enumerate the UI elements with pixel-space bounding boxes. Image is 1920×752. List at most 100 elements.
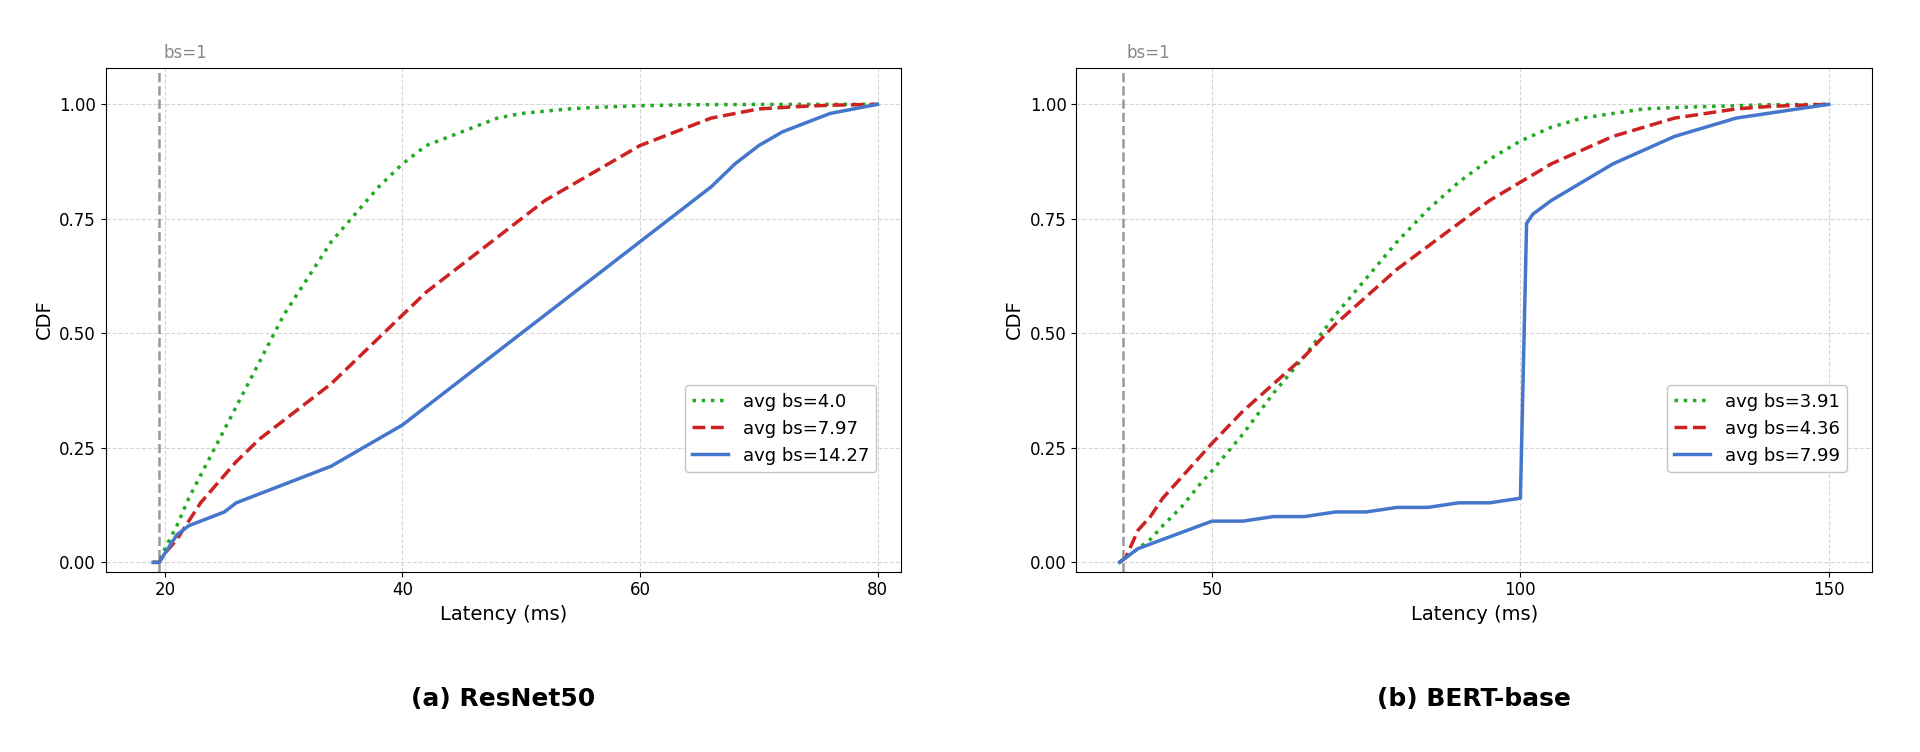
avg bs=14.27	[148, 558, 171, 567]
avg bs=7.97	[843, 100, 866, 109]
avg bs=3.91	[1108, 558, 1131, 567]
avg bs=7.97	[296, 398, 319, 407]
avg bs=3.91	[1188, 480, 1212, 489]
avg bs=14.27	[866, 100, 889, 109]
avg bs=4.0	[747, 100, 770, 109]
avg bs=4.0	[486, 114, 509, 123]
avg bs=4.36	[1818, 100, 1841, 109]
avg bs=4.0	[296, 274, 319, 283]
avg bs=3.91	[1169, 503, 1192, 512]
avg bs=7.97	[225, 457, 248, 466]
avg bs=7.97	[273, 416, 296, 425]
avg bs=4.36	[1231, 407, 1254, 416]
avg bs=3.91	[1786, 100, 1809, 109]
avg bs=14.27	[747, 141, 770, 150]
avg bs=4.36	[1200, 438, 1223, 447]
avg bs=7.97	[628, 141, 651, 150]
avg bs=7.99	[1188, 521, 1212, 530]
avg bs=4.0	[866, 100, 889, 109]
avg bs=4.0	[248, 356, 271, 365]
avg bs=7.97	[582, 168, 605, 177]
avg bs=14.27	[165, 530, 188, 539]
avg bs=14.27	[699, 182, 722, 191]
avg bs=7.99	[1261, 512, 1284, 521]
avg bs=4.36	[1119, 539, 1142, 548]
avg bs=7.99	[1521, 210, 1544, 219]
avg bs=4.0	[699, 100, 722, 109]
avg bs=3.91	[1663, 103, 1686, 112]
Line: avg bs=3.91: avg bs=3.91	[1119, 105, 1830, 562]
avg bs=3.91	[1292, 352, 1315, 361]
avg bs=7.99	[1175, 526, 1198, 535]
avg bs=4.0	[165, 521, 188, 530]
avg bs=4.36	[1175, 466, 1198, 475]
avg bs=7.99	[1755, 109, 1778, 118]
avg bs=7.99	[1448, 499, 1471, 508]
avg bs=14.27	[273, 480, 296, 489]
Line: avg bs=4.0: avg bs=4.0	[154, 105, 877, 562]
avg bs=4.36	[1755, 102, 1778, 111]
avg bs=14.27	[202, 512, 225, 521]
avg bs=4.0	[772, 100, 795, 109]
avg bs=7.97	[165, 535, 188, 544]
avg bs=14.27	[142, 558, 165, 567]
Text: bs=1: bs=1	[163, 44, 207, 62]
avg bs=14.27	[605, 256, 628, 265]
avg bs=4.36	[1188, 453, 1212, 462]
avg bs=4.36	[1786, 101, 1809, 110]
avg bs=4.0	[605, 102, 628, 111]
avg bs=7.99	[1292, 512, 1315, 521]
avg bs=7.97	[321, 379, 344, 388]
avg bs=7.99	[1515, 219, 1538, 228]
avg bs=7.99	[1632, 146, 1655, 155]
avg bs=3.91	[1818, 100, 1841, 109]
avg bs=14.27	[463, 365, 486, 374]
Legend: avg bs=4.0, avg bs=7.97, avg bs=14.27: avg bs=4.0, avg bs=7.97, avg bs=14.27	[685, 385, 876, 472]
avg bs=7.97	[795, 102, 818, 111]
X-axis label: Latency (ms): Latency (ms)	[440, 605, 566, 624]
avg bs=7.97	[509, 214, 532, 223]
avg bs=3.91	[1601, 109, 1624, 118]
Y-axis label: CDF: CDF	[1006, 300, 1023, 339]
avg bs=7.97	[213, 471, 236, 480]
avg bs=7.99	[1818, 100, 1841, 109]
avg bs=7.99	[1164, 530, 1187, 539]
avg bs=4.36	[1114, 553, 1137, 562]
avg bs=4.0	[392, 159, 415, 168]
avg bs=14.27	[367, 434, 390, 443]
avg bs=7.97	[344, 356, 367, 365]
avg bs=7.99	[1663, 132, 1686, 141]
avg bs=3.91	[1724, 102, 1747, 111]
avg bs=4.0	[653, 101, 676, 110]
avg bs=7.99	[1108, 558, 1131, 567]
avg bs=7.99	[1786, 105, 1809, 114]
avg bs=3.91	[1693, 102, 1716, 111]
avg bs=4.36	[1108, 558, 1131, 567]
avg bs=3.91	[1509, 136, 1532, 145]
avg bs=4.36	[1724, 105, 1747, 114]
avg bs=7.97	[866, 100, 889, 109]
avg bs=14.27	[392, 420, 415, 429]
avg bs=14.27	[628, 237, 651, 246]
avg bs=4.36	[1164, 480, 1187, 489]
avg bs=4.0	[582, 103, 605, 112]
avg bs=7.99	[1509, 494, 1532, 503]
avg bs=7.99	[1325, 508, 1348, 517]
avg bs=14.27	[321, 462, 344, 471]
Legend: avg bs=3.91, avg bs=4.36, avg bs=7.99: avg bs=3.91, avg bs=4.36, avg bs=7.99	[1667, 385, 1847, 472]
avg bs=4.0	[628, 102, 651, 111]
avg bs=7.97	[557, 182, 580, 191]
avg bs=3.91	[1127, 544, 1150, 553]
Line: avg bs=7.99: avg bs=7.99	[1119, 105, 1830, 562]
Text: bs=1: bs=1	[1127, 44, 1171, 62]
avg bs=7.99	[1127, 544, 1150, 553]
avg bs=14.27	[159, 539, 182, 548]
avg bs=3.91	[1417, 205, 1440, 214]
avg bs=7.97	[605, 155, 628, 164]
avg bs=7.97	[248, 434, 271, 443]
avg bs=3.91	[1152, 521, 1175, 530]
avg bs=7.97	[148, 558, 171, 567]
avg bs=14.27	[415, 402, 438, 411]
Y-axis label: CDF: CDF	[35, 300, 54, 339]
avg bs=4.0	[225, 402, 248, 411]
